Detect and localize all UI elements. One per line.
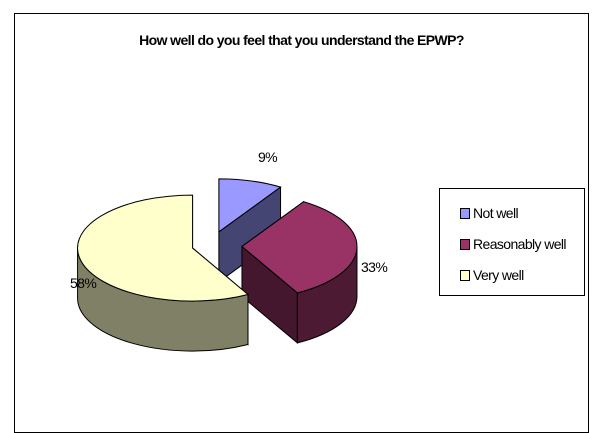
legend-item-not-well: Not well xyxy=(460,203,519,223)
legend-swatch-very-well xyxy=(460,269,470,281)
chart-title: How well do you feel that you understand… xyxy=(139,32,464,48)
data-label-not-well: 9% xyxy=(258,149,277,165)
legend-swatch-not-well xyxy=(460,207,470,219)
legend-swatch-reasonably-well xyxy=(460,238,470,250)
legend-item-reasonably-well: Reasonably well xyxy=(460,234,567,254)
legend-label-very-well: Very well xyxy=(473,267,524,283)
pie-slice-not-well xyxy=(218,178,282,233)
legend-label-not-well: Not well xyxy=(473,205,519,221)
pie-slice-very-well xyxy=(77,194,250,302)
legend-item-very-well: Very well xyxy=(460,265,524,285)
pie-slice-reasonably-well xyxy=(241,201,358,294)
legend-label-reasonably-well: Reasonably well xyxy=(473,236,567,252)
data-label-very-well: 58% xyxy=(70,275,96,291)
data-label-reasonably-well: 33% xyxy=(361,259,387,275)
legend: Not well Reasonably well Very well xyxy=(439,188,585,296)
